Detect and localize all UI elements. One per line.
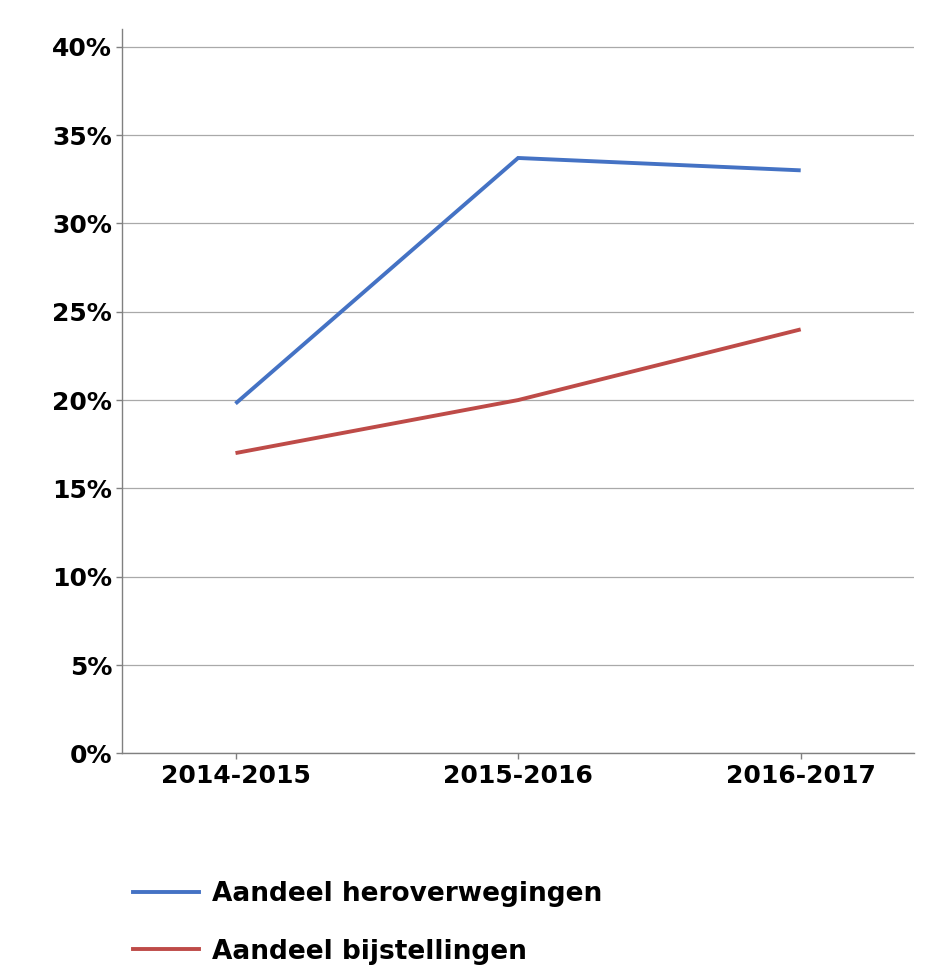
Legend: Aandeel heroverwegingen, Aandeel bijstellingen: Aandeel heroverwegingen, Aandeel bijstel…: [120, 868, 616, 966]
